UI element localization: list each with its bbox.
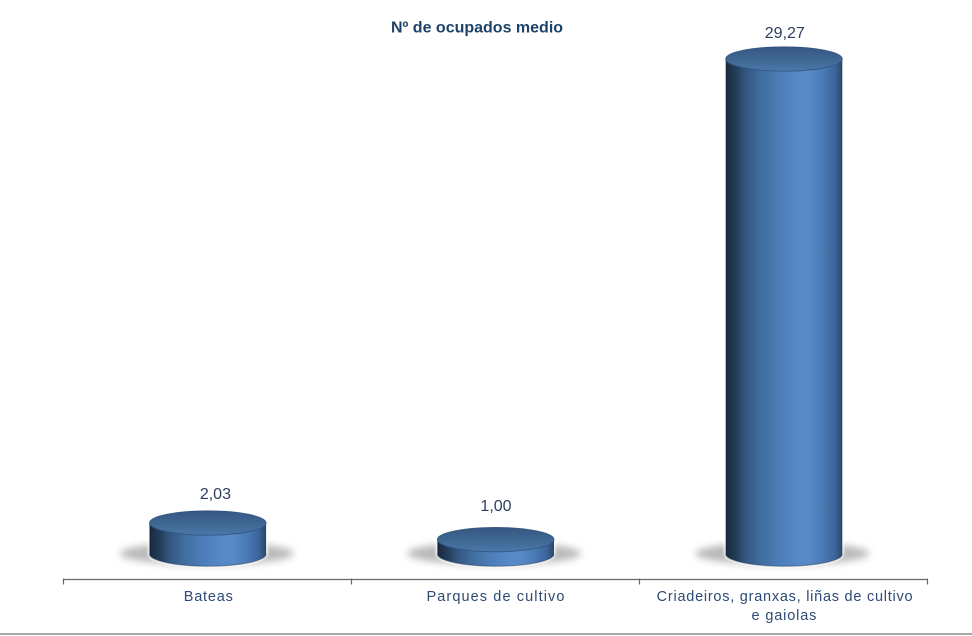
svg-text:Criadeiros, granxas, liñas de: Criadeiros, granxas, liñas de cultivo [657,589,914,605]
svg-text:Bateas: Bateas [184,589,234,605]
svg-text:Parques de cultivo: Parques de cultivo [426,589,565,605]
svg-text:2,03: 2,03 [200,486,231,503]
svg-text:29,27: 29,27 [765,25,805,42]
svg-text:e gaiolas: e gaiolas [752,608,818,624]
svg-text:1,00: 1,00 [480,498,511,515]
svg-text:Nº de ocupados medio: Nº de ocupados medio [391,20,563,37]
